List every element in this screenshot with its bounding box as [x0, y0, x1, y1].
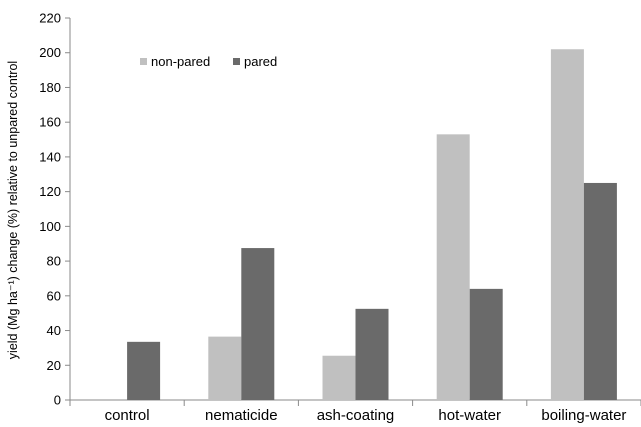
y-tick-label: 160: [39, 115, 61, 130]
y-tick-label: 120: [39, 184, 61, 199]
bar-non-pared-boiling-water: [550, 49, 584, 400]
x-tick-label: nematicide: [205, 407, 278, 424]
bar-pared-nematicide: [241, 248, 275, 400]
y-axis: 0 20 40 60 80 100 120 140 160 180 200 220: [39, 11, 71, 408]
y-tick-label: 180: [39, 80, 61, 95]
x-tick-label: control: [105, 407, 150, 424]
bar-non-pared-nematicide: [208, 336, 242, 400]
y-tick-label: 200: [39, 45, 61, 60]
bar-pared-boiling-water: [583, 182, 617, 400]
y-axis-label: yield (Mg ha⁻¹) change (%) relative to u…: [6, 61, 20, 359]
y-tick-label: 80: [47, 254, 61, 269]
x-tick-label: boiling-water: [541, 407, 626, 424]
legend-label: non-pared: [151, 54, 210, 69]
x-tick-label: hot-water: [438, 407, 501, 424]
y-tick-label: 100: [39, 219, 61, 234]
bar-non-pared-hot-water: [436, 134, 470, 400]
y-tick-label: 60: [47, 288, 61, 303]
bars: [127, 49, 617, 400]
y-tick-label: 140: [39, 149, 61, 164]
y-tick-label: 40: [47, 323, 61, 338]
legend: non-pared pared: [140, 54, 277, 69]
bar-pared-hot-water: [469, 288, 503, 400]
legend-swatch: [233, 58, 240, 65]
legend-swatch: [140, 58, 147, 65]
y-tick-label: 20: [47, 358, 61, 373]
x-axis: control nematicide ash-coating hot-water boi…: [69, 399, 641, 424]
y-tick-label: 220: [39, 11, 61, 26]
bar-pared-control: [127, 341, 161, 400]
legend-label: pared: [244, 54, 277, 69]
x-tick-label: ash-coating: [317, 407, 395, 424]
bar-non-pared-ash-coating: [322, 355, 356, 400]
y-tick-label: 0: [54, 393, 61, 408]
bar-pared-ash-coating: [355, 308, 389, 400]
